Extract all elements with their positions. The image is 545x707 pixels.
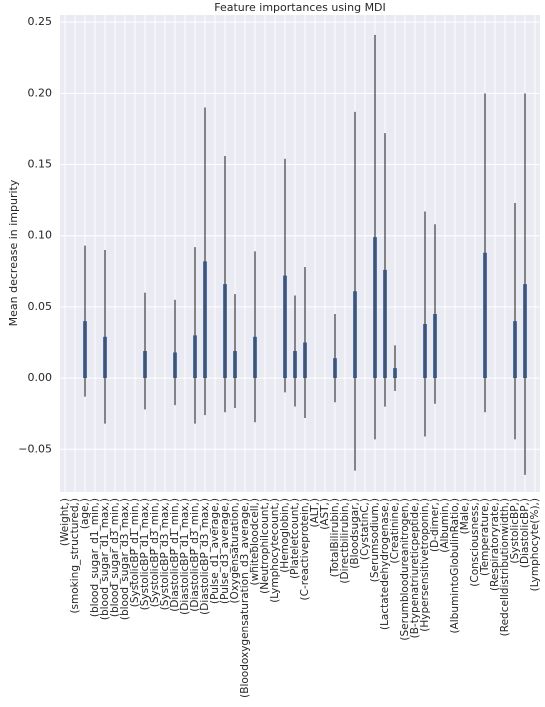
x-tick-label: (Redcelldistributionwidth,) [499,498,511,636]
x-tick-label: (Lymphocytecount,) [269,498,281,603]
x-tick-label: (Hypersensitivetroponin,) [419,498,431,632]
x-tick-label: (Serumsodium,) [369,498,381,582]
x-tick-label: (Directbilirubin,) [339,498,351,584]
x-tick-label: (Creatinine,) [389,498,401,564]
x-tick-label: (DiastolicBP_d3_min,) [189,498,201,612]
x-tick-label: (age,) [79,498,91,529]
x-tick-label: (Bloodoxygensaturation_d3_average,) [239,498,251,698]
x-tick-label: (C-reactiveprotein,) [299,498,311,600]
x-tick-label: (Oxygensaturation,) [229,498,241,604]
x-tick-label: (SystolicBP_d3_max,) [159,498,171,610]
x-tick-label: (SystolicBP_d1_max,) [139,498,151,610]
x-tick-label: (ALT,) [309,498,321,528]
x-tick-label: (Albumin,) [439,498,451,553]
x-tick-label: (DiastolicBP_d1_max,) [179,498,191,615]
x-tick-label: (B-typenatriureticpeptide,) [409,498,421,638]
x-tick-label: (TotalBilirubin,) [329,498,341,577]
x-tick-label: (Pulse_d3_average,) [219,498,231,604]
x-tick-label: (DiastolicBP_d3_max,) [199,498,211,615]
x-tick-label: (Male,) [459,498,471,534]
x-tick-label: (Plateletcount,) [289,498,301,579]
x-tick-label: (Hemoglobin,) [279,498,291,573]
x-tick-label: (AST,) [319,498,331,530]
x-tick-label: (whitebloodcell,) [249,498,261,585]
x-tick-label: (blood_sugar_d1_min,) [89,498,101,617]
x-tick-label: (SystolicBP_d3_min,) [149,498,161,607]
x-tick-label: (blood_sugar_d3_min,) [109,498,121,617]
y-tick-label: 0.25 [28,15,53,28]
y-tick-label: 0.20 [28,86,53,99]
x-tick-label: (Bloodsugar,) [349,498,361,569]
x-tick-label: (CystatinC,) [359,498,371,560]
x-tick-label: (Lactatedehydrogenase,) [379,498,391,630]
x-tick-label: (Serumbloodureanitrogen,) [399,498,411,641]
y-tick-label: −0.05 [18,442,52,455]
x-tick-label: (DiastolicBP_d1_min,) [169,498,181,612]
y-tick-label: 0.10 [28,229,53,242]
x-tick-label: (SystolicBP_d1_min,) [129,498,141,607]
y-tick-label: 0.05 [28,300,53,313]
x-tick-label: (Pulse_d1_average,) [209,498,221,604]
x-tick-label: (DiastolicBP,) [519,498,531,568]
x-tick-label: (blood_sugar_d3_max,) [119,498,131,620]
chart-title: Feature importances using MDI [214,1,386,14]
x-tick-label: (Lymphocyte(%),) [529,498,541,591]
x-tick-label: (Neutrophilcount,) [259,498,271,594]
plot-area [60,15,540,492]
x-tick-label: (SystolicBP,) [509,498,521,564]
x-tick-label: (D-dimer,) [429,498,441,552]
x-tick-label: (smoking_structured,) [69,498,81,614]
x-tick-label: (Consciousness,) [469,498,481,587]
x-tick-label: (Temperature,) [479,498,491,576]
x-tick-label: (blood_sugar_d1_max,) [99,498,111,620]
y-tick-label: 0.00 [28,371,53,384]
y-axis-label: Mean decrease in impurity [7,179,20,326]
y-tick-label: 0.15 [28,158,53,171]
x-tick-label: (Respiratoryrate,) [489,498,501,591]
x-tick-label: (AlbumintoGlobulinRatio,) [449,498,461,634]
x-tick-label: (Weight,) [59,498,71,546]
